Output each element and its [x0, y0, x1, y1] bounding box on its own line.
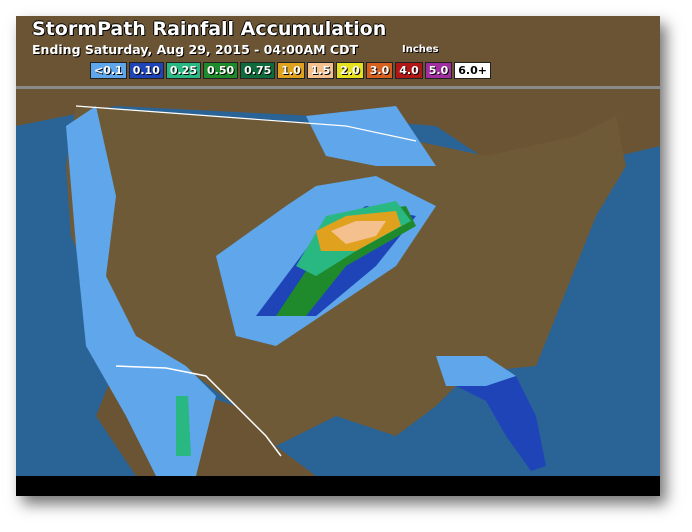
color-legend: <0.1 0.10 0.25 0.50 0.75 1.0 1.5 2.0 3.0 4.0 5.0 6.…: [90, 62, 491, 79]
canada-land: [16, 86, 660, 166]
map-header: StormPath Rainfall Accumulation Ending S…: [16, 16, 660, 89]
legend-swatch: <0.1: [90, 62, 127, 79]
legend-swatch: 0.25: [165, 62, 201, 79]
florida-land: [456, 371, 546, 471]
map-title: StormPath Rainfall Accumulation: [32, 18, 387, 40]
legend-swatch: 0.50: [202, 62, 239, 79]
legend-swatch: 2.0: [336, 62, 364, 79]
legend-swatch: 1.5: [306, 62, 335, 79]
map-graphic: [16, 16, 660, 496]
legend-swatch: 3.0: [365, 62, 394, 79]
rain-mexico-green: [176, 396, 191, 456]
legend-swatch: 1.0: [277, 62, 305, 79]
legend-swatch: 5.0: [424, 62, 453, 79]
legend-swatch: 0.75: [240, 62, 276, 79]
units-label: Inches: [402, 44, 439, 55]
legend-swatch: 4.0: [395, 62, 423, 79]
legend-swatch: 6.0+: [454, 62, 491, 79]
rain-southeast: [436, 356, 516, 386]
rain-peach-core: [331, 221, 386, 244]
rain-light-west: [66, 106, 216, 476]
rainfall-map: StormPath Rainfall Accumulation Ending S…: [16, 16, 660, 496]
rain-light-north: [306, 106, 436, 166]
legend-swatch: 0.10: [128, 62, 164, 79]
bottom-bar: [16, 476, 660, 496]
map-subtitle: Ending Saturday, Aug 29, 2015 - 04:00AM …: [32, 42, 359, 57]
us-mexico-border: [115, 365, 282, 457]
us-canada-border: [75, 105, 417, 142]
